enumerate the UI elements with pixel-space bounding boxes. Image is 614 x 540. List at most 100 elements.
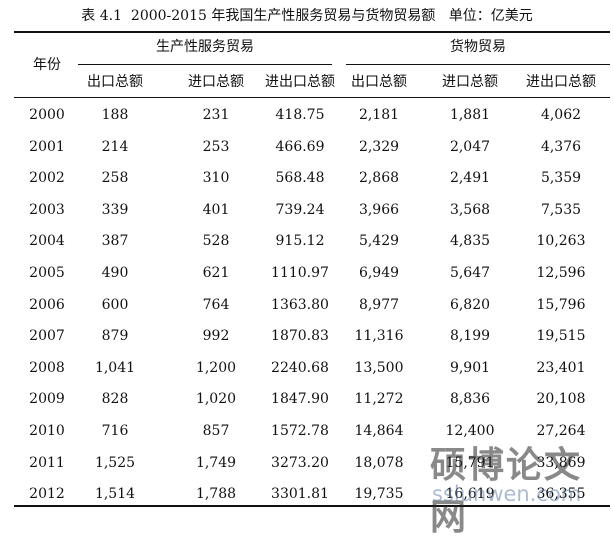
table-cell: 8,199: [449, 328, 491, 345]
table-cell: 2,868: [358, 170, 400, 187]
column-header-6: 进出口总额: [526, 74, 596, 90]
table-cell: 12,596: [536, 265, 586, 281]
table-cell: 739.24: [275, 201, 325, 218]
table-cell: 879: [101, 328, 129, 345]
table-cell: 18,078: [354, 454, 404, 471]
table-cell: 8,977: [358, 296, 400, 313]
table-cell: 857: [202, 423, 230, 439]
row-year-cell: 2010: [29, 423, 65, 439]
table-cell: 36,355: [536, 486, 586, 503]
table-cell: 4,835: [449, 233, 491, 250]
table-cell: 23,401: [536, 359, 586, 376]
table-cell: 401: [202, 201, 230, 218]
table-cell: 20,108: [536, 391, 586, 408]
table-cell: 2,181: [358, 107, 400, 123]
table-cell: 253: [202, 138, 230, 155]
table-cell: 9,901: [449, 359, 491, 376]
table-cell: 621: [202, 265, 230, 281]
row-year-cell: 2008: [29, 359, 65, 376]
table-cell: 1,514: [94, 486, 136, 503]
table-cell: 1,020: [195, 391, 237, 408]
row-year-cell: 2005: [29, 265, 65, 281]
table-cell: 716: [101, 423, 129, 439]
table-cell: 6,949: [358, 265, 400, 281]
row-year-cell: 2009: [29, 391, 65, 408]
row-year-cell: 2006: [29, 296, 65, 313]
column-header-5: 进口总额: [442, 74, 498, 90]
table-cell: 2,329: [358, 138, 400, 155]
table-cell: 1572.78: [271, 423, 329, 439]
table-cell: 19,735: [354, 486, 404, 503]
table-caption: 表 4.1 2000-2015 年我国生产性服务贸易与货物贸易额 单位：亿美元: [81, 8, 533, 24]
table-cell: 231: [202, 107, 230, 123]
table-cell: 188: [101, 107, 129, 123]
table-cell: 418.75: [275, 107, 325, 123]
column-header-2: 进口总额: [188, 74, 244, 90]
table-cell: 13,500: [354, 359, 404, 376]
table-cell: 7,535: [540, 201, 582, 218]
table-cell: 764: [202, 296, 230, 313]
table-cell: 258: [101, 170, 129, 187]
table-cell: 600: [101, 296, 129, 313]
table-cell: 5,359: [540, 170, 582, 187]
table-cell: 568.48: [275, 170, 325, 187]
row-year-cell: 2002: [29, 170, 65, 187]
table-cell: 339: [101, 201, 129, 218]
table-cell: 1847.90: [271, 391, 329, 408]
table-cell: 15,791: [445, 454, 495, 471]
column-header-1: 出口总额: [87, 74, 143, 90]
table-cell: 4,376: [540, 138, 582, 155]
table-cell: 11,272: [354, 391, 404, 408]
column-header-3: 进出口总额: [265, 74, 335, 90]
table-cell: 5,647: [449, 265, 491, 281]
table-cell: 8,836: [449, 391, 491, 408]
table-cell: 214: [101, 138, 129, 155]
table-cell: 2,047: [449, 138, 491, 155]
header-year: 年份: [33, 57, 61, 73]
table-cell: 1,041: [94, 359, 136, 376]
bottom-rule: [14, 505, 610, 507]
table-cell: 490: [101, 265, 129, 281]
table-cell: 828: [101, 391, 129, 408]
table-cell: 528: [202, 233, 230, 250]
table-cell: 19,515: [536, 328, 586, 345]
row-year-cell: 2012: [29, 486, 65, 503]
table-cell: 3301.81: [271, 486, 329, 503]
services-group-rule: [78, 64, 332, 65]
top-rule: [14, 31, 610, 33]
column-header-4: 出口总额: [351, 74, 407, 90]
table-cell: 3,966: [358, 201, 400, 218]
row-year-cell: 2001: [29, 138, 65, 155]
table-cell: 2,491: [449, 170, 491, 187]
table-cell: 1870.83: [271, 328, 329, 345]
row-year-cell: 2004: [29, 233, 65, 250]
table-cell: 3273.20: [271, 454, 329, 471]
table-cell: 387: [101, 233, 129, 250]
table-cell: 466.69: [275, 138, 325, 155]
table-cell: 4,062: [540, 107, 582, 123]
row-year-cell: 2000: [29, 107, 65, 123]
table-cell: 2240.68: [271, 359, 329, 376]
table-cell: 1,525: [94, 454, 136, 471]
table-cell: 27,264: [536, 423, 586, 439]
table-cell: 33,869: [536, 454, 586, 471]
table-cell: 16,619: [445, 486, 495, 503]
table-cell: 12,400: [445, 423, 495, 439]
table-cell: 1363.80: [271, 296, 329, 313]
table-cell: 15,796: [536, 296, 586, 313]
goods-group-rule: [346, 64, 610, 65]
table-cell: 915.12: [275, 233, 325, 250]
table-cell: 1110.97: [271, 265, 329, 281]
table-cell: 11,316: [354, 328, 404, 345]
table-cell: 310: [202, 170, 230, 187]
table-cell: 10,263: [536, 233, 586, 250]
table-cell: 1,200: [195, 359, 237, 376]
table-cell: 992: [202, 328, 230, 345]
table-cell: 5,429: [358, 233, 400, 250]
table-cell: 1,788: [195, 486, 237, 503]
header-group-services: 生产性服务贸易: [156, 39, 254, 55]
table-cell: 3,568: [449, 201, 491, 218]
header-rule: [14, 97, 610, 98]
row-year-cell: 2011: [29, 454, 65, 471]
row-year-cell: 2007: [29, 328, 65, 345]
